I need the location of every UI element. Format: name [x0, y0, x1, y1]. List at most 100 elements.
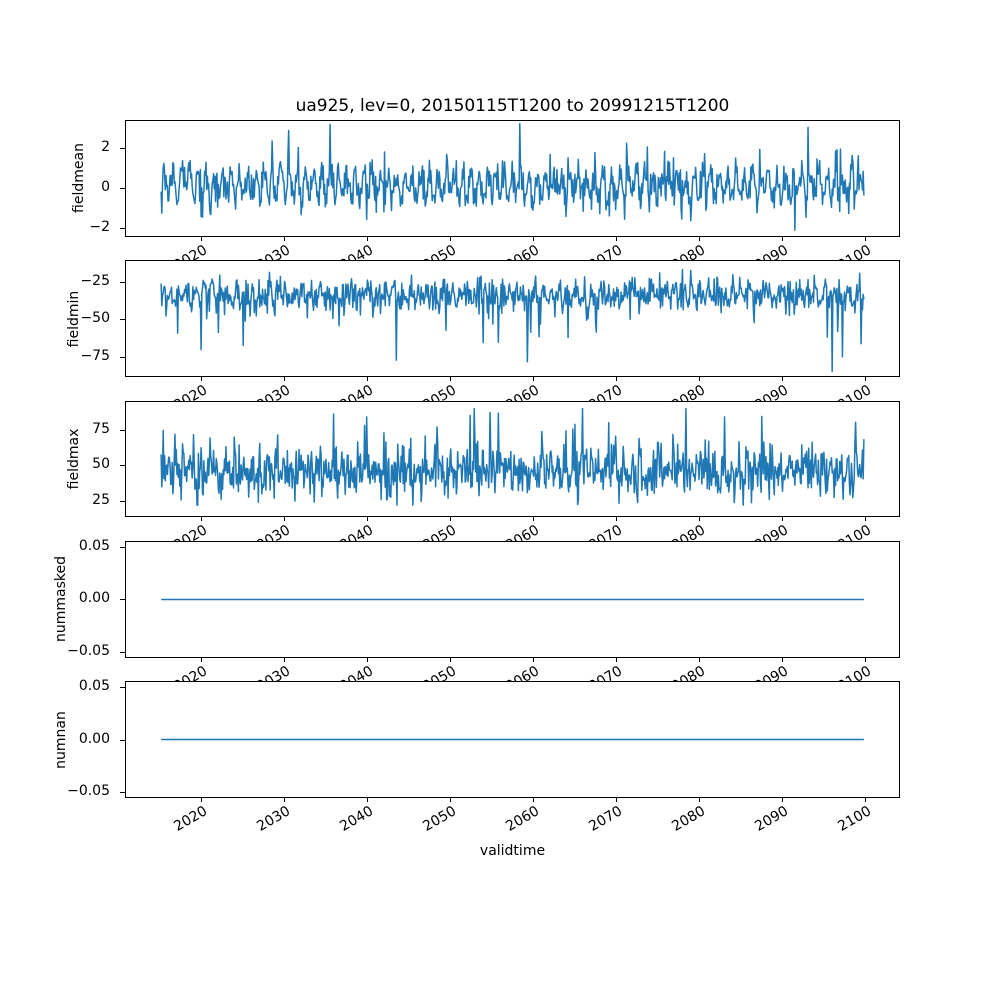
fieldmax-plot [160, 407, 865, 506]
x-tick-label: 2100 [835, 803, 875, 835]
x-tick [367, 237, 368, 241]
chart-title: ua925, lev=0, 20150115T1200 to 20991215T… [295, 96, 730, 116]
x-tick [367, 517, 368, 521]
y-tick [120, 357, 125, 358]
y-tick [120, 430, 125, 431]
x-tick [284, 658, 285, 662]
x-tick [450, 658, 451, 662]
y-tick-label: 0 [101, 179, 110, 195]
y-tick-label: −2 [89, 219, 110, 235]
y-tick [120, 148, 125, 149]
x-tick [450, 517, 451, 521]
x-tick [782, 377, 783, 381]
x-tick-label: 2090 [752, 803, 792, 835]
x-tick [616, 237, 617, 241]
y-tick-label: −50 [80, 310, 110, 326]
subplot-numnan [125, 681, 900, 798]
y-tick-label: −75 [80, 348, 110, 364]
y-tick [120, 319, 125, 320]
x-tick [533, 517, 534, 521]
y-tick-label: 25 [92, 492, 110, 508]
y-tick-label: 2 [101, 139, 110, 155]
subplot-fieldmin [125, 260, 900, 378]
x-tick [865, 237, 866, 241]
y-tick [120, 740, 125, 741]
x-tick [865, 377, 866, 381]
x-tick [865, 658, 866, 662]
x-tick [616, 377, 617, 381]
x-tick [450, 377, 451, 381]
x-tick [284, 798, 285, 802]
fieldmean-series-line [160, 122, 865, 232]
y-tick-label: 0.05 [78, 538, 110, 554]
numnan-plot [161, 738, 864, 741]
x-tick [865, 517, 866, 521]
x-tick-label: 2080 [669, 803, 709, 835]
y-tick-label: 0.00 [78, 731, 110, 747]
y-axis-label-numnan: numnan [53, 711, 69, 769]
x-tick [201, 377, 202, 381]
x-tick [533, 798, 534, 802]
y-tick-label: −25 [80, 273, 110, 289]
subplot-nummasked [125, 540, 900, 658]
x-tick [201, 798, 202, 802]
x-tick [450, 237, 451, 241]
y-tick-label: 75 [92, 421, 110, 437]
y-tick-label: 0.00 [78, 590, 110, 606]
fieldmin-series-line [160, 269, 865, 373]
y-tick [120, 687, 125, 688]
x-tick [533, 237, 534, 241]
x-tick [699, 237, 700, 241]
x-tick [201, 658, 202, 662]
x-tick [284, 517, 285, 521]
x-tick [533, 658, 534, 662]
y-tick [120, 501, 125, 502]
x-tick [367, 658, 368, 662]
x-tick [699, 658, 700, 662]
x-axis-label: validtime [479, 843, 546, 859]
x-tick [616, 798, 617, 802]
y-tick [120, 599, 125, 600]
x-tick [699, 377, 700, 381]
y-tick-label: −0.05 [67, 643, 110, 659]
y-tick [120, 188, 125, 189]
y-tick [120, 228, 125, 229]
x-tick-label: 2040 [337, 803, 377, 835]
x-tick-label: 2030 [254, 803, 294, 835]
x-tick [616, 658, 617, 662]
x-tick [699, 798, 700, 802]
x-tick [699, 517, 700, 521]
y-tick [120, 652, 125, 653]
x-tick-label: 2070 [586, 803, 626, 835]
y-tick-label: −0.05 [67, 783, 110, 799]
x-tick [450, 798, 451, 802]
y-tick-label: 50 [92, 456, 110, 472]
x-tick-label: 2020 [171, 803, 211, 835]
subplot-fieldmean [125, 120, 900, 237]
x-tick [782, 517, 783, 521]
x-tick [367, 798, 368, 802]
x-tick [782, 798, 783, 802]
x-tick-label: 2060 [503, 803, 543, 835]
y-tick [120, 792, 125, 793]
x-tick [533, 377, 534, 381]
nummasked-plot [161, 598, 864, 601]
x-tick [284, 237, 285, 241]
fieldmean-plot [160, 122, 865, 232]
x-tick [201, 517, 202, 521]
fieldmax-series-line [160, 407, 865, 506]
y-tick-label: 0.05 [78, 678, 110, 694]
fieldmin-plot [160, 269, 865, 373]
x-tick [782, 658, 783, 662]
x-tick [201, 237, 202, 241]
x-tick-label: 2050 [420, 803, 460, 835]
y-tick [120, 465, 125, 466]
subplot-fieldmax [125, 400, 900, 518]
y-tick [120, 547, 125, 548]
x-tick [367, 377, 368, 381]
x-tick [616, 517, 617, 521]
x-tick [865, 798, 866, 802]
x-tick [782, 237, 783, 241]
y-tick [120, 282, 125, 283]
